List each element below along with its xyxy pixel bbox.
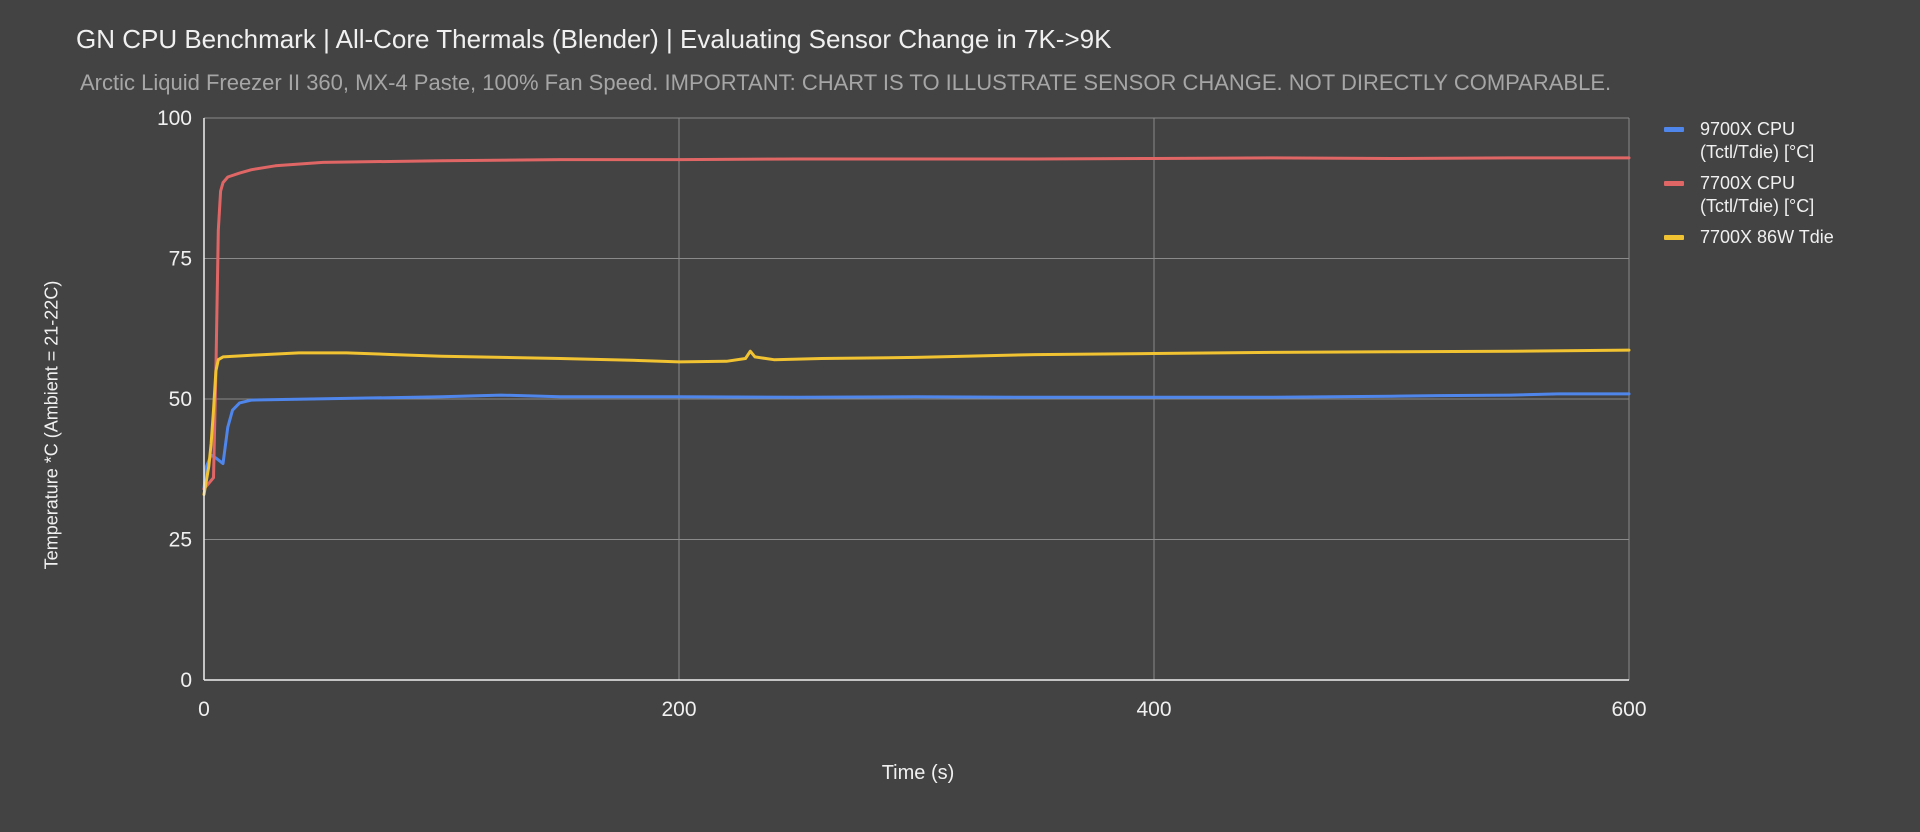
- series-line-7700x: [202, 156, 1631, 491]
- y-tick-label-0: 0: [180, 669, 192, 692]
- legend-item-7700x-86w[interactable]: 7700X 86W Tdie: [1664, 226, 1914, 249]
- series-line-7700x-86w: [202, 348, 1631, 496]
- tick-labels: 0 25 50 75 100 0 200 400 600: [157, 107, 1647, 721]
- x-axis-label: Time (s): [881, 762, 955, 784]
- x-tick-label-200: 200: [661, 698, 696, 721]
- legend-label-9700x: 9700X CPU (Tctl/Tdie) [°C]: [1700, 119, 1815, 162]
- y-axis-label: Temperature *C (Ambient = 21-22C): [41, 280, 62, 570]
- legend-item-7700x[interactable]: 7700X CPU (Tctl/Tdie) [°C]: [1664, 172, 1914, 218]
- x-tick-label-0: 0: [198, 698, 210, 721]
- x-tick-label-600: 600: [1611, 698, 1646, 721]
- x-tick-label-400: 400: [1136, 698, 1171, 721]
- legend-swatch-7700x: [1664, 181, 1684, 186]
- chart-subtitle: Arctic Liquid Freezer II 360, MX-4 Paste…: [80, 70, 1612, 95]
- chart-title: GN CPU Benchmark | All-Core Thermals (Bl…: [76, 24, 1112, 54]
- legend-swatch-9700x: [1664, 127, 1684, 132]
- axes: [203, 118, 1629, 681]
- series-line-9700x: [202, 392, 1631, 491]
- legend-label-7700x: 7700X CPU (Tctl/Tdie) [°C]: [1700, 173, 1815, 216]
- legend-item-9700x[interactable]: 9700X CPU (Tctl/Tdie) [°C]: [1664, 118, 1914, 164]
- grid-lines: [204, 117, 1630, 680]
- y-tick-label-50: 50: [169, 388, 192, 411]
- y-tick-label-100: 100: [157, 107, 192, 130]
- series-lines: [202, 156, 1631, 496]
- legend-swatch-7700x-86w: [1664, 235, 1684, 240]
- y-tick-label-75: 75: [169, 248, 192, 271]
- y-tick-label-25: 25: [169, 529, 192, 552]
- legend-label-7700x-86w: 7700X 86W Tdie: [1700, 227, 1834, 247]
- legend: 9700X CPU (Tctl/Tdie) [°C] 7700X CPU (Tc…: [1664, 118, 1914, 257]
